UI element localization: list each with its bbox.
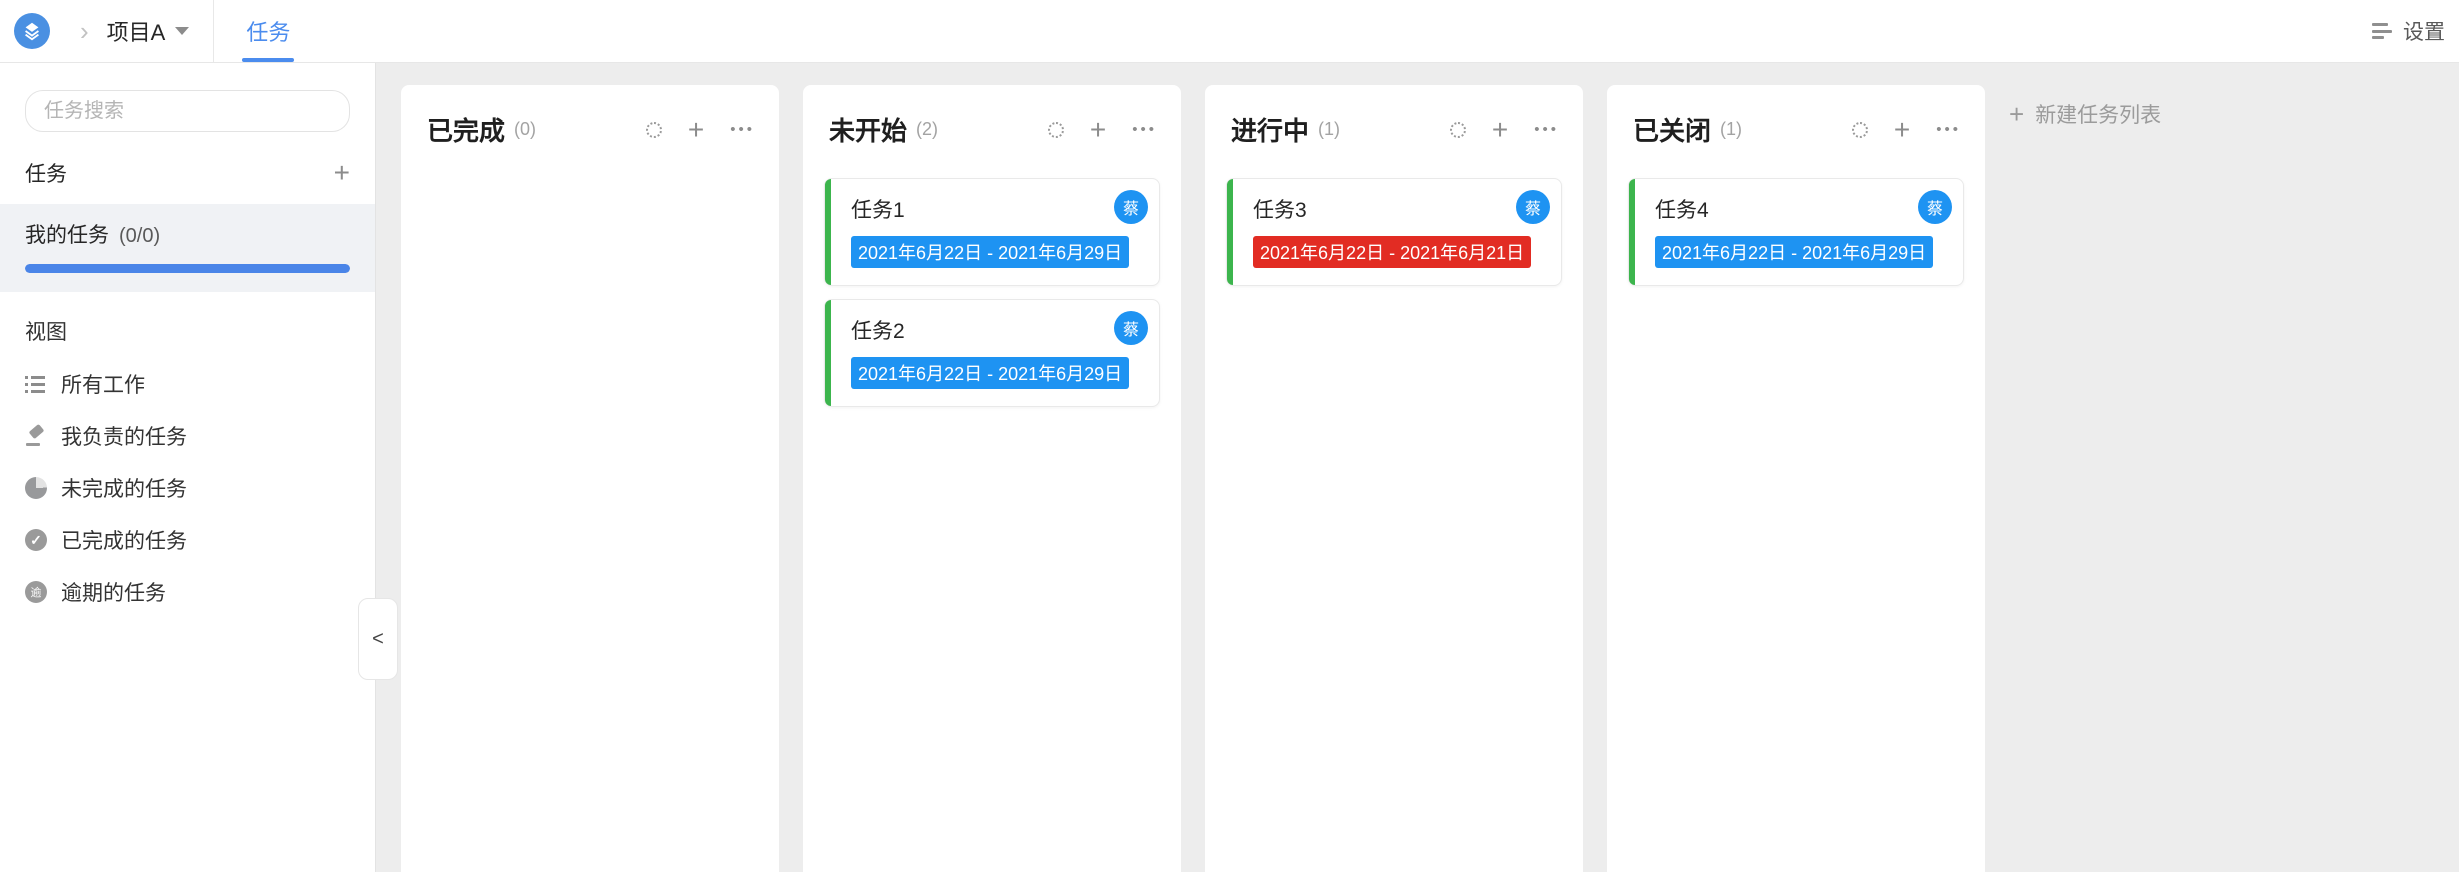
task-card[interactable]: 任务4 蔡 2021年6月22日 - 2021年6月29日 xyxy=(1628,178,1964,286)
my-tasks-progress-track xyxy=(25,264,350,273)
breadcrumb-chevron-icon: › xyxy=(80,16,89,46)
kanban-columns: 已完成 (0) + ••• 未开始 (2) xyxy=(401,85,1985,872)
topbar-divider xyxy=(213,0,215,62)
add-card-icon[interactable]: + xyxy=(1089,113,1107,145)
task-title: 任务4 xyxy=(1655,199,1709,222)
column-header: 未开始 (2) + ••• xyxy=(803,85,1181,156)
search-input[interactable] xyxy=(25,90,350,132)
card-list xyxy=(401,156,779,200)
app-logo[interactable] xyxy=(14,13,50,49)
sidebar-view-item[interactable]: 所有工作 xyxy=(0,358,375,410)
view-item-label: 我负责的任务 xyxy=(61,426,187,449)
spinner-icon[interactable] xyxy=(1851,121,1868,138)
menu-icon xyxy=(2372,23,2392,39)
spinner-icon[interactable] xyxy=(1449,121,1466,138)
spinner-icon[interactable] xyxy=(1047,121,1064,138)
column-count: (1) xyxy=(1318,119,1341,139)
column-header: 已完成 (0) + ••• xyxy=(401,85,779,156)
breadcrumb-project-name[interactable]: 项目A xyxy=(106,20,166,45)
tab-tasks[interactable]: 任务 xyxy=(242,0,295,62)
sidebar-view-item[interactable]: 我负责的任务 xyxy=(0,410,375,462)
collapse-chevron-icon: < xyxy=(372,627,384,650)
column-title: 未开始 xyxy=(829,116,908,146)
sidebar: 任务 + 我的任务 (0/0) 视图 所有工作 我负责的任务 未完成的任务 已完… xyxy=(0,63,376,872)
my-tasks-count: (0/0) xyxy=(119,225,161,247)
task-card[interactable]: 任务1 蔡 2021年6月22日 - 2021年6月29日 xyxy=(824,178,1160,286)
assignee-avatar[interactable]: 蔡 xyxy=(1918,190,1952,224)
tasks-section-header: 任务 + xyxy=(25,158,350,188)
sidebar-view-list: 所有工作 我负责的任务 未完成的任务 已完成的任务 逾期的任务 xyxy=(0,358,375,618)
kanban-column: 已完成 (0) + ••• xyxy=(401,85,779,872)
more-options-icon[interactable]: ••• xyxy=(730,121,755,138)
column-count: (1) xyxy=(1720,119,1743,139)
column-count: (0) xyxy=(514,119,537,139)
task-card[interactable]: 任务2 蔡 2021年6月22日 - 2021年6月29日 xyxy=(824,299,1160,407)
assignee-avatar[interactable]: 蔡 xyxy=(1516,190,1550,224)
column-title: 进行中 xyxy=(1231,116,1310,146)
tasks-section-label: 任务 xyxy=(25,163,67,186)
more-options-icon[interactable]: ••• xyxy=(1132,121,1157,138)
assignee-avatar[interactable]: 蔡 xyxy=(1114,190,1148,224)
column-title: 已完成 xyxy=(427,116,506,146)
views-section-label: 视图 xyxy=(25,321,67,344)
view-item-label: 逾期的任务 xyxy=(61,582,166,605)
kanban-column: 已关闭 (1) + ••• 任务4 蔡 2021年6月22日 - 2021年6月… xyxy=(1607,85,1985,872)
settings-button[interactable]: 设置 xyxy=(2372,16,2445,46)
view-item-label: 所有工作 xyxy=(61,374,145,397)
settings-label: 设置 xyxy=(2403,21,2445,44)
card-list: 任务4 蔡 2021年6月22日 - 2021年6月29日 xyxy=(1607,156,1985,308)
gavel-icon xyxy=(25,425,47,447)
my-tasks-label: 我的任务 xyxy=(25,224,109,247)
kanban-column: 进行中 (1) + ••• 任务3 蔡 2021年6月22日 - 2021年6月… xyxy=(1205,85,1583,872)
task-date-badge: 2021年6月22日 - 2021年6月21日 xyxy=(1253,236,1532,268)
task-card[interactable]: 任务3 蔡 2021年6月22日 - 2021年6月21日 xyxy=(1226,178,1562,286)
more-options-icon[interactable]: ••• xyxy=(1534,121,1559,138)
add-card-icon[interactable]: + xyxy=(687,113,705,145)
my-tasks-progress-bar xyxy=(25,264,350,273)
task-date-badge: 2021年6月22日 - 2021年6月29日 xyxy=(851,236,1130,268)
sidebar-view-item[interactable]: 已完成的任务 xyxy=(0,514,375,566)
sidebar-item-my-tasks[interactable]: 我的任务 (0/0) xyxy=(0,204,375,292)
sidebar-view-item[interactable]: 未完成的任务 xyxy=(0,462,375,514)
new-task-list-button[interactable]: + 新建任务列表 xyxy=(2009,99,2161,129)
view-item-label: 未完成的任务 xyxy=(61,478,187,501)
add-card-icon[interactable]: + xyxy=(1893,113,1911,145)
kanban-board: 已完成 (0) + ••• 未开始 (2) xyxy=(376,63,2459,872)
task-title: 任务2 xyxy=(851,320,905,343)
half-circle-icon xyxy=(25,477,47,499)
column-header: 进行中 (1) + ••• xyxy=(1205,85,1583,156)
chevron-down-icon[interactable] xyxy=(175,27,190,35)
add-task-list-icon[interactable]: + xyxy=(333,157,350,188)
add-card-icon[interactable]: + xyxy=(1491,113,1509,145)
column-title: 已关闭 xyxy=(1633,116,1712,146)
card-list: 任务1 蔡 2021年6月22日 - 2021年6月29日 任务2 蔡 2021… xyxy=(803,156,1181,429)
column-header: 已关闭 (1) + ••• xyxy=(1607,85,1985,156)
task-date-badge: 2021年6月22日 - 2021年6月29日 xyxy=(1655,236,1934,268)
task-title: 任务1 xyxy=(851,199,905,222)
new-task-list-label: 新建任务列表 xyxy=(2035,104,2162,127)
assignee-avatar[interactable]: 蔡 xyxy=(1114,311,1148,345)
column-count: (2) xyxy=(916,119,939,139)
more-options-icon[interactable]: ••• xyxy=(1936,121,1961,138)
check-circle-icon xyxy=(25,529,47,551)
list-icon xyxy=(25,373,47,395)
tab-tasks-label: 任务 xyxy=(246,20,291,45)
sidebar-view-item[interactable]: 逾期的任务 xyxy=(0,566,375,618)
topbar: › 项目A 任务 设置 xyxy=(0,0,2459,63)
overdue-circle-icon xyxy=(25,581,47,603)
plus-icon: + xyxy=(2009,99,2025,129)
spinner-icon[interactable] xyxy=(645,121,662,138)
sidebar-collapse-button[interactable]: < xyxy=(358,598,398,680)
layers-icon xyxy=(25,22,39,41)
kanban-column: 未开始 (2) + ••• 任务1 蔡 2021年6月22日 - 2021年6月… xyxy=(803,85,1181,872)
task-title: 任务3 xyxy=(1253,199,1307,222)
task-date-badge: 2021年6月22日 - 2021年6月29日 xyxy=(851,357,1130,389)
view-item-label: 已完成的任务 xyxy=(61,530,187,553)
card-list: 任务3 蔡 2021年6月22日 - 2021年6月21日 xyxy=(1205,156,1583,308)
